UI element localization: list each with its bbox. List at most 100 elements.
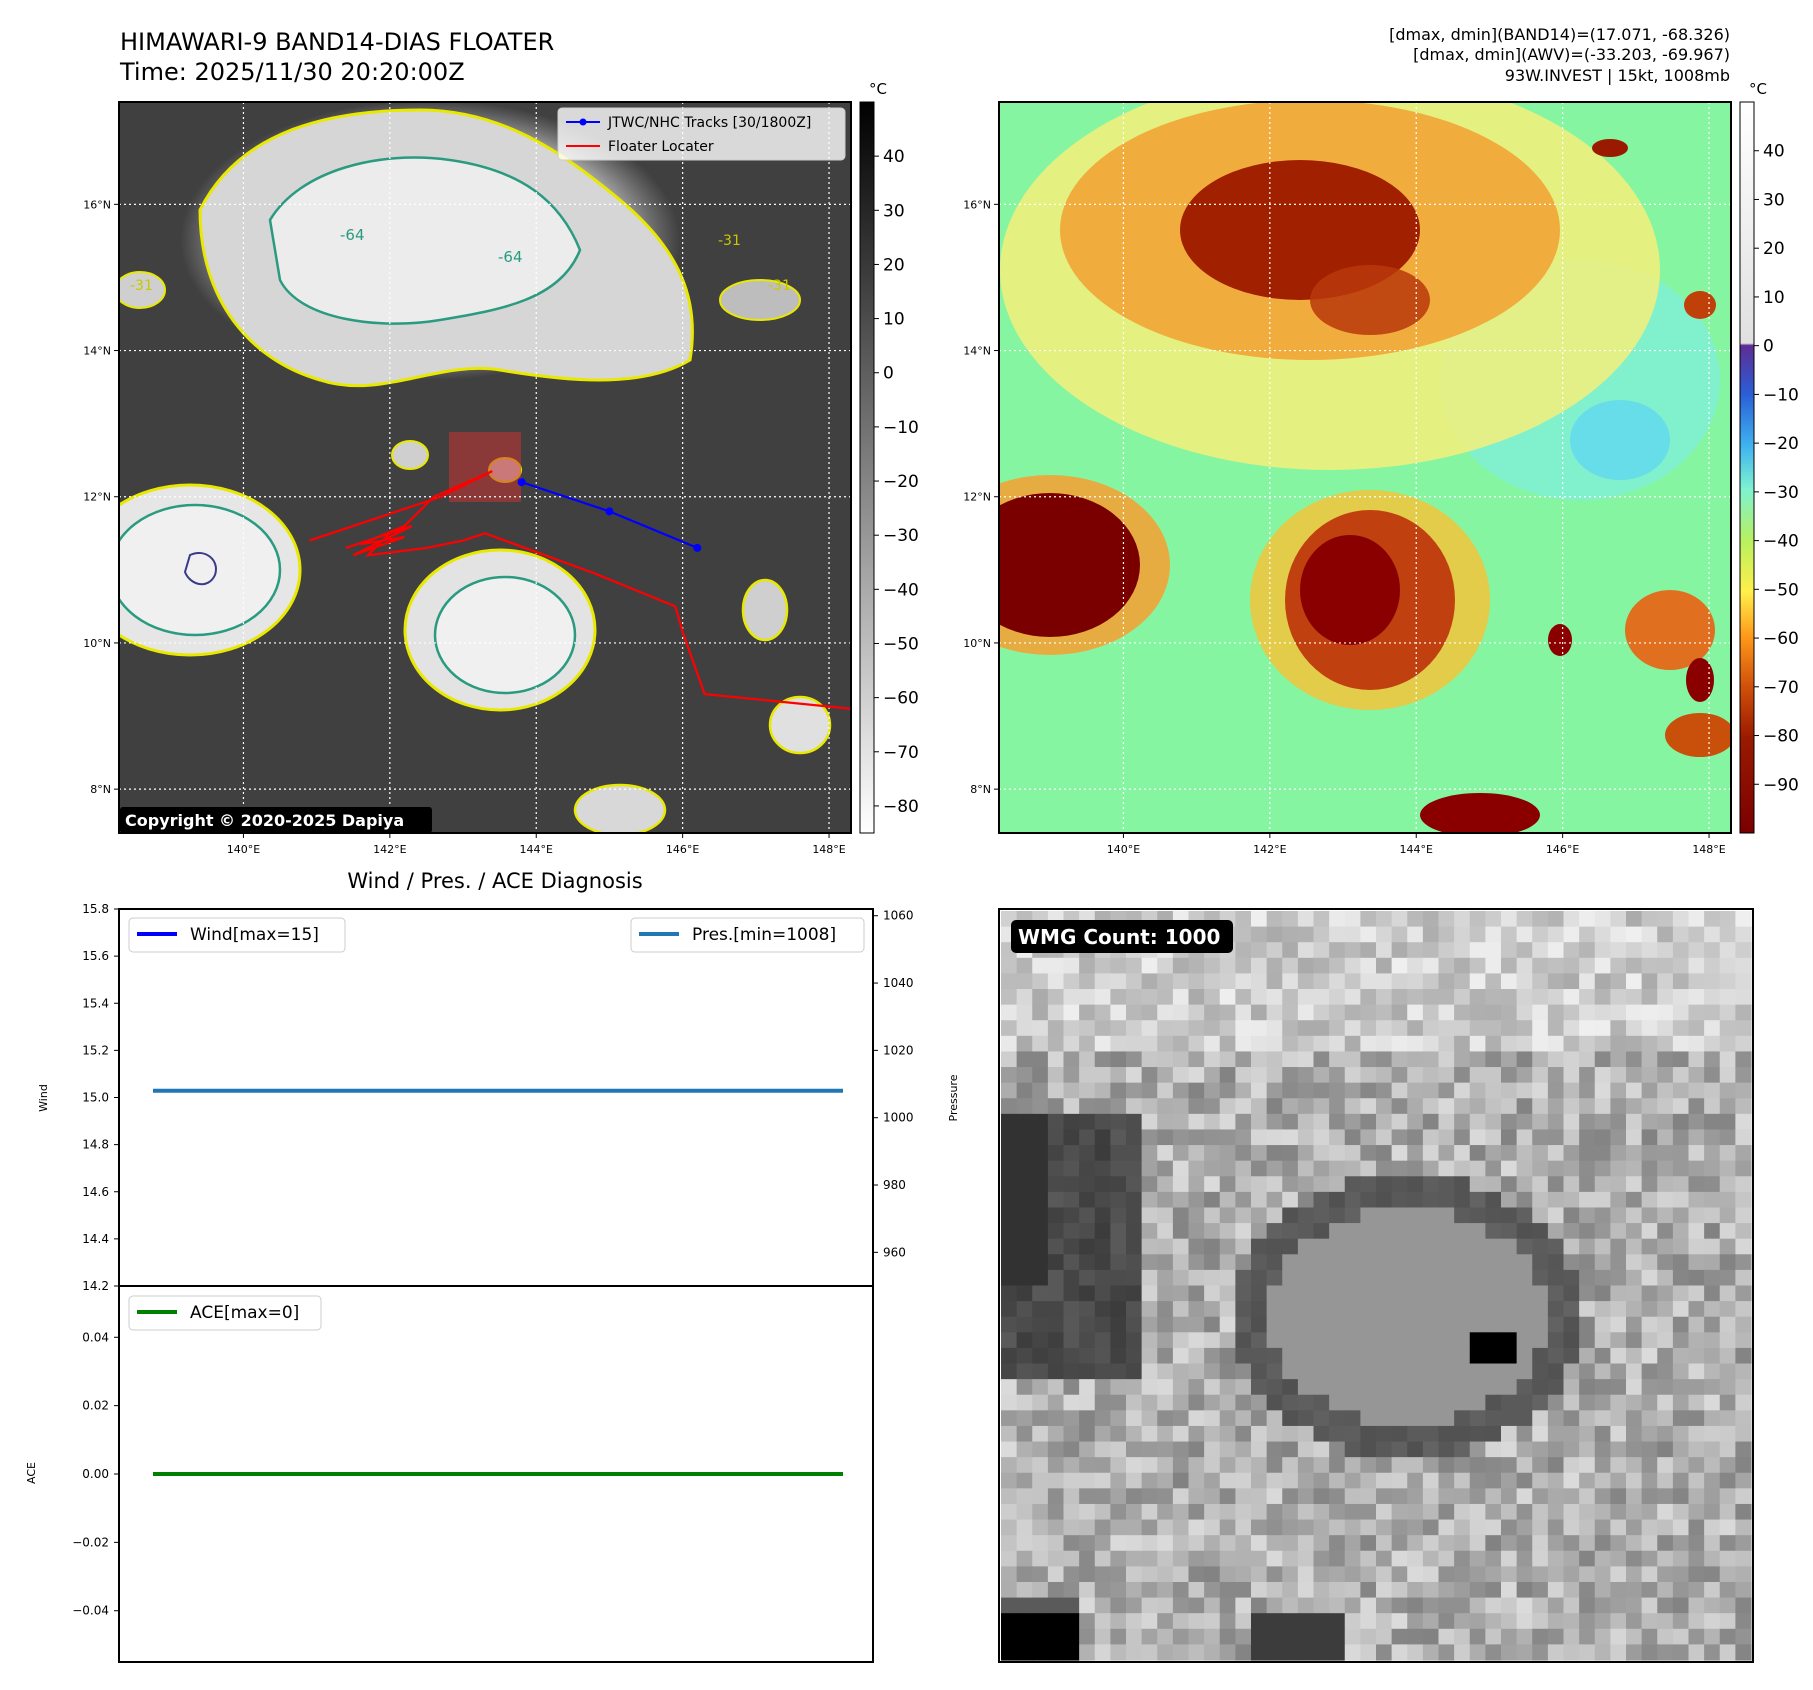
wmg-cell <box>1313 1113 1330 1131</box>
wmg-cell <box>1032 1550 1049 1567</box>
wmg-cell <box>1360 1113 1377 1131</box>
wmg-cell <box>1469 1269 1486 1287</box>
awv-colorbar <box>1739 101 1755 834</box>
wmg-cell <box>1594 1020 1611 1037</box>
wmg-cell <box>1282 1644 1299 1661</box>
wmg-cell <box>1001 1020 1018 1037</box>
wmg-cell <box>1501 1285 1518 1302</box>
wmg-cell <box>1516 1238 1533 1255</box>
wmg-cell <box>1454 1581 1471 1599</box>
awv-cell-small <box>1548 624 1572 656</box>
wmg-cell <box>1157 1644 1174 1661</box>
wmg-cell <box>1235 1472 1252 1489</box>
wmg-cell <box>1407 1441 1424 1458</box>
wmg-cell <box>1407 1285 1424 1302</box>
wmg-cell <box>1282 1441 1299 1458</box>
wmg-cell <box>1047 1379 1065 1396</box>
wmg-cell <box>1422 973 1440 990</box>
wmg-cell <box>1501 1441 1518 1458</box>
wmg-cell <box>1282 1410 1299 1427</box>
wmg-cell <box>1563 1207 1580 1224</box>
wmg-cell <box>1563 1176 1580 1193</box>
wmg-cell <box>1172 1488 1190 1505</box>
wmg-cell <box>1282 1316 1299 1333</box>
wmg-cell <box>1422 1145 1440 1162</box>
ir-colorbar-tick-label: 40 <box>883 147 905 167</box>
wmg-cell <box>1735 1145 1752 1162</box>
wmg-cell <box>1516 1379 1533 1396</box>
wmg-cell <box>1594 1254 1611 1271</box>
wmg-cell <box>1126 1129 1143 1146</box>
wmg-cell <box>1344 942 1361 959</box>
wmg-cell <box>1204 1098 1221 1115</box>
wmg-cell <box>1391 1410 1408 1427</box>
wmg-cell <box>1282 1269 1299 1287</box>
wmg-cell <box>1672 1581 1690 1599</box>
wmg-cell <box>1110 1020 1127 1037</box>
wmg-cell <box>1063 1004 1080 1021</box>
wmg-cell <box>1438 1488 1455 1505</box>
wmg-cell <box>1532 1051 1549 1068</box>
wmg-cell <box>1360 1379 1377 1396</box>
wmg-cell <box>1579 1535 1596 1552</box>
wmg-cell <box>1219 1425 1236 1443</box>
wmg-cell <box>1501 1613 1518 1630</box>
awv-colorbar-tick-label: 30 <box>1763 190 1785 210</box>
wmg-cell <box>1360 1269 1377 1287</box>
wmg-cell <box>1547 1347 1565 1365</box>
wmg-cell <box>1641 1363 1658 1380</box>
wmg-cell <box>1329 1285 1346 1302</box>
wmg-cell <box>1547 1269 1565 1287</box>
wmg-cell <box>1641 1379 1658 1396</box>
wmg-cell <box>1657 1129 1674 1146</box>
wmg-cell <box>1297 1613 1315 1630</box>
wmg-cell <box>1704 1004 1721 1021</box>
wmg-cell <box>1719 1472 1736 1489</box>
ir-cloud-west-core <box>183 552 217 586</box>
wmg-cell <box>1313 1519 1330 1536</box>
wmg-cell <box>1141 1238 1158 1255</box>
wmg-cell <box>1422 1254 1440 1271</box>
wmg-cell <box>1110 1363 1127 1380</box>
wmg-cell <box>1454 989 1471 1006</box>
wmg-cell <box>1485 926 1502 943</box>
wmg-cell <box>1391 1441 1408 1458</box>
wmg-cell <box>1501 1347 1518 1365</box>
wmg-cell <box>1001 1566 1018 1583</box>
wmg-cell <box>1297 1363 1315 1380</box>
ir-lat-tick-label: 12°N <box>83 491 111 504</box>
wmg-cell <box>1313 1613 1330 1630</box>
wmg-cell <box>1016 1035 1033 1053</box>
wmg-cell <box>1641 1035 1658 1053</box>
wmg-cell <box>1344 957 1361 975</box>
wmg-cell <box>1594 1145 1611 1162</box>
wmg-cell <box>1407 989 1424 1006</box>
wmg-cell <box>1297 926 1315 943</box>
wmg-cell <box>1672 1285 1690 1302</box>
wmg-cell <box>1657 1628 1674 1645</box>
wmg-cell <box>1313 1597 1330 1614</box>
awv-colorbar-tick-label: −30 <box>1763 483 1799 503</box>
wmg-cell <box>1172 1503 1190 1521</box>
wmg-cell <box>1626 1644 1643 1661</box>
wmg-cell <box>1001 1238 1018 1255</box>
wmg-cell <box>1641 1316 1658 1333</box>
wmg-panel-frame <box>998 908 1754 1663</box>
wmg-cell <box>1157 989 1174 1006</box>
wmg-cell <box>1157 1441 1174 1458</box>
wmg-cell <box>1516 1503 1533 1521</box>
wmg-cell <box>1235 911 1252 928</box>
wmg-cell <box>1172 1457 1190 1474</box>
wmg-cell <box>1141 989 1158 1006</box>
wmg-cell <box>1532 1503 1549 1521</box>
wmg-cell <box>1469 1425 1486 1443</box>
jtwc-track-point <box>605 507 614 516</box>
wmg-cell <box>1157 1004 1174 1021</box>
wmg-cell <box>1172 1628 1190 1645</box>
wmg-cell <box>1297 1457 1315 1474</box>
wmg-cell <box>1297 1628 1315 1645</box>
ir-gridlines <box>119 102 851 833</box>
wmg-cell <box>1360 1145 1377 1162</box>
wmg-cell <box>1251 1238 1268 1255</box>
wmg-cell <box>1172 1207 1190 1224</box>
